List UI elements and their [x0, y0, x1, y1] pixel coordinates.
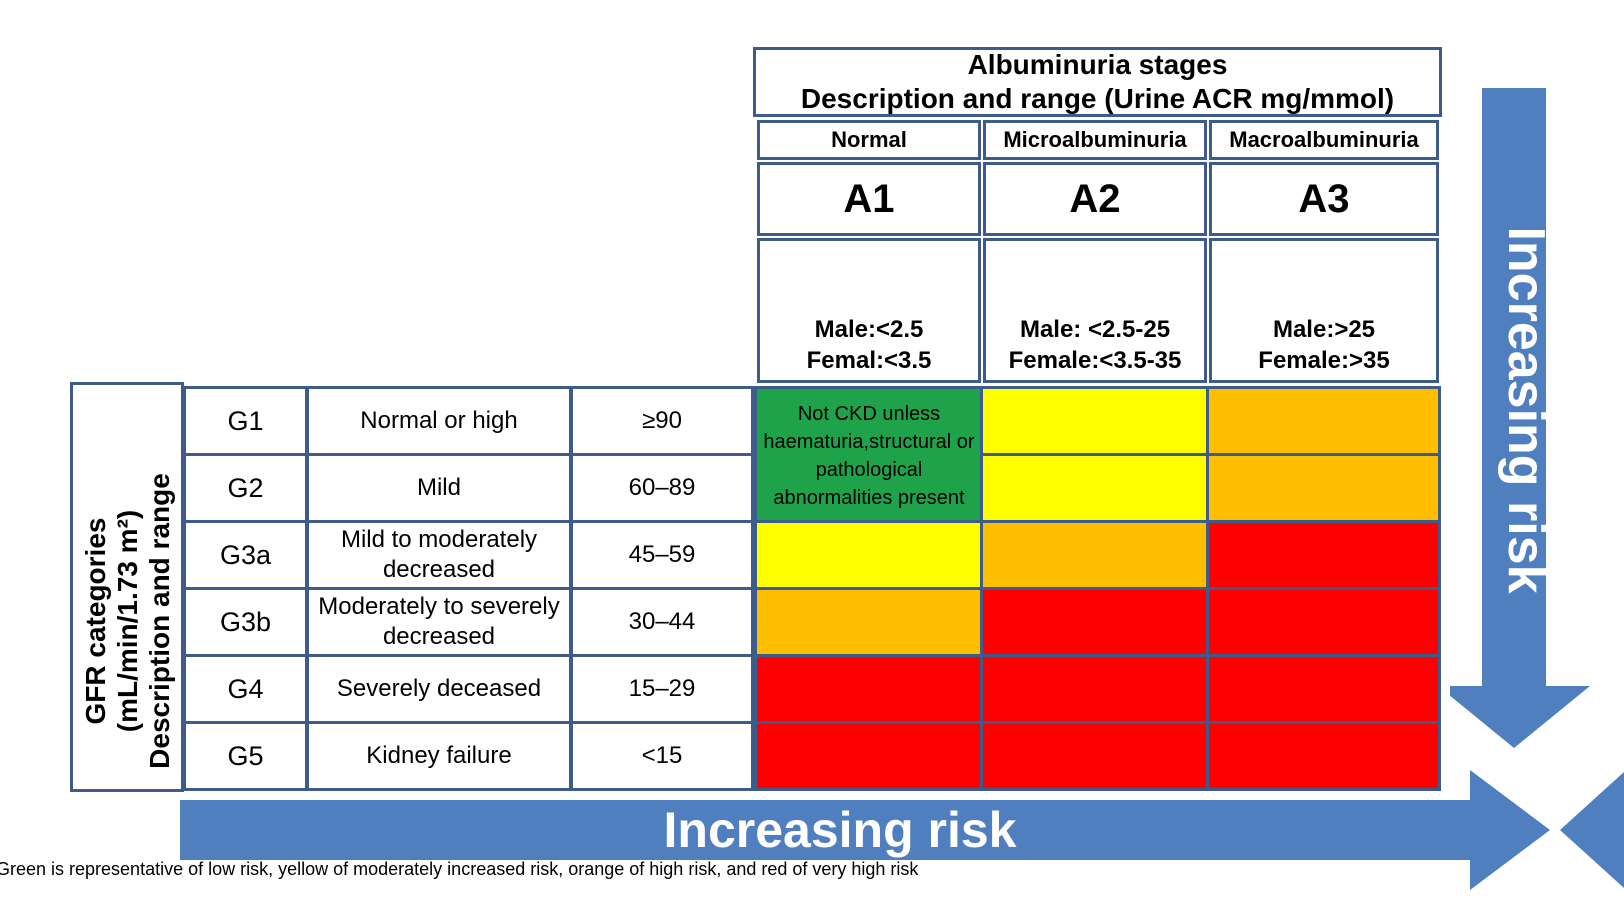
risk-cell-red	[754, 654, 983, 724]
risk-cell-red	[754, 721, 983, 791]
row-category: G5	[183, 721, 308, 791]
column-name-normal: Normal	[757, 120, 981, 160]
gfr-label-line3: Description and range	[144, 473, 175, 769]
range-a1-line2: Femal:<3.5	[806, 347, 932, 374]
footnote: Green is representative of low risk, yel…	[0, 859, 919, 879]
row-description: Normal or high	[306, 386, 572, 456]
row-category: G2	[183, 453, 308, 523]
risk-cell-red	[1206, 654, 1441, 724]
row-category: G1	[183, 386, 308, 456]
row-range: 60–89	[570, 453, 754, 523]
row-category: G4	[183, 654, 308, 724]
header-title: Albuminuria stages Description and range…	[756, 49, 1439, 114]
risk-cell-orange	[1206, 453, 1441, 523]
row-range: 30–44	[570, 587, 754, 657]
row-category: G3a	[183, 520, 308, 590]
range-a1-line1: Male:<2.5	[814, 316, 924, 343]
risk-cell-yellow	[754, 520, 983, 590]
range-a3: Male:>25 Female:>35	[1209, 238, 1439, 383]
vertical-risk-arrow	[1450, 88, 1590, 748]
risk-cell-orange	[754, 587, 983, 657]
row-description: Moderately to severely decreased	[306, 587, 572, 657]
row-description: Mild	[306, 453, 572, 523]
horizontal-risk-arrow	[180, 770, 1624, 890]
row-description: Severely deceased	[306, 654, 572, 724]
stage-a1: A1	[757, 162, 981, 236]
gfr-label-line1: GFR categories	[80, 517, 111, 725]
risk-cell-red	[980, 654, 1209, 724]
row-range: 15–29	[570, 654, 754, 724]
range-a3-line2: Female:>35	[1258, 347, 1390, 374]
row-category: G3b	[183, 587, 308, 657]
gfr-side-label: GFR categories (mL/min/1.73 m²) Descript…	[70, 382, 184, 792]
green-cell-note: Not CKD unless haematuria,structural or …	[763, 403, 975, 509]
stage-a2: A2	[983, 162, 1207, 236]
range-a2-line2: Female:<3.5-35	[1008, 347, 1182, 374]
row-description: Kidney failure	[306, 721, 572, 791]
risk-cell-orange	[980, 520, 1209, 590]
header-title-line2: Description and range (Urine ACR mg/mmol…	[800, 83, 1395, 114]
albuminuria-header: Albuminuria stages Description and range…	[753, 47, 1442, 117]
risk-cell-red	[1206, 520, 1441, 590]
risk-cell-yellow	[980, 386, 1209, 456]
row-range: <15	[570, 721, 754, 791]
row-range: ≥90	[570, 386, 754, 456]
row-description: Mild to moderately decreased	[306, 520, 572, 590]
range-a2-line1: Male: <2.5-25	[1019, 316, 1171, 343]
risk-cell-red	[980, 587, 1209, 657]
risk-cell-red	[1206, 721, 1441, 791]
gfr-side-label-text: GFR categories (mL/min/1.73 m²) Descript…	[80, 416, 180, 826]
gfr-label-line2: (mL/min/1.73 m²)	[112, 509, 143, 733]
column-name-microalbuminuria: Microalbuminuria	[983, 120, 1207, 160]
risk-cell-red	[980, 721, 1209, 791]
column-name-macroalbuminuria: Macroalbuminuria	[1209, 120, 1439, 160]
vertical-risk-label: Increasing risk	[1497, 226, 1555, 594]
row-range: 45–59	[570, 520, 754, 590]
range-a2: Male: <2.5-25 Female:<3.5-35	[983, 238, 1207, 383]
risk-cell-yellow	[980, 453, 1209, 523]
range-a1: Male:<2.5 Femal:<3.5	[757, 238, 981, 383]
range-a3-line1: Male:>25	[1272, 316, 1376, 343]
horizontal-risk-label: Increasing risk	[663, 802, 1017, 858]
risk-cell-red	[1206, 587, 1441, 657]
risk-cell-orange	[1206, 386, 1441, 456]
header-title-line1: Albuminuria stages	[967, 49, 1228, 80]
stage-a3: A3	[1209, 162, 1439, 236]
risk-cell-green	[754, 386, 983, 523]
